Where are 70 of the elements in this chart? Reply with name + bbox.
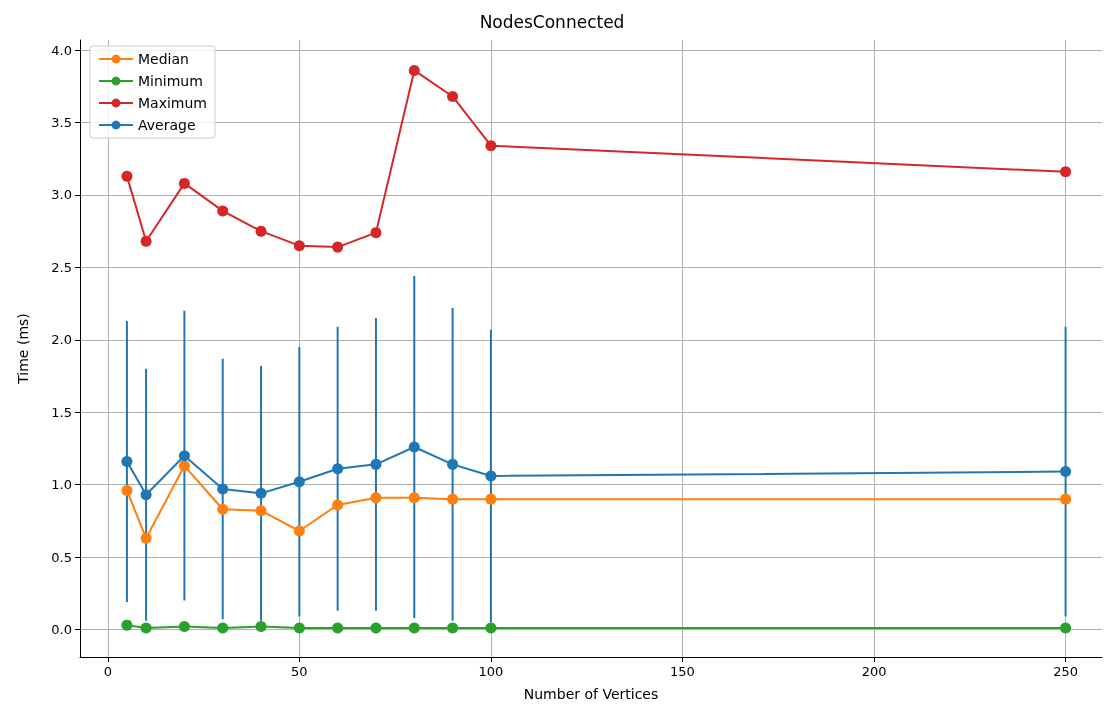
point xyxy=(121,455,133,467)
point xyxy=(140,532,152,544)
y-tick-label: 1.5 xyxy=(51,404,72,420)
chart-title: NodesConnected xyxy=(479,11,625,32)
point xyxy=(485,140,497,152)
point xyxy=(408,492,420,504)
x-tick-label: 200 xyxy=(861,664,887,679)
y-tick-label: 4.0 xyxy=(51,42,72,58)
point xyxy=(408,441,420,453)
point xyxy=(370,492,382,504)
y-tick-label: 2.5 xyxy=(51,259,72,275)
point xyxy=(217,503,229,515)
point xyxy=(293,476,305,488)
point xyxy=(332,622,344,634)
x-axis-title: Number of Vertices xyxy=(523,686,659,702)
point xyxy=(447,622,459,634)
y-tick-label: 1.0 xyxy=(51,477,72,493)
x-tick-label: 0 xyxy=(103,664,112,679)
point xyxy=(217,483,229,495)
point xyxy=(140,235,152,247)
legend-label: Average xyxy=(138,117,196,133)
point xyxy=(293,240,305,252)
point xyxy=(121,170,133,182)
y-axis-title: Time (ms) xyxy=(15,313,31,385)
point xyxy=(178,177,190,189)
point xyxy=(370,622,382,634)
point xyxy=(293,525,305,537)
point xyxy=(447,493,459,505)
legend-label: Minimum xyxy=(138,73,203,89)
x-tick-label: 150 xyxy=(670,664,695,679)
point xyxy=(447,90,459,102)
y-tick-label: 3.5 xyxy=(51,115,72,131)
legend-label: Maximum xyxy=(138,95,207,111)
x-tick-label: 50 xyxy=(291,664,308,679)
y-tick-label: 0.0 xyxy=(51,621,72,637)
point xyxy=(293,622,305,634)
x-tick-label: 100 xyxy=(478,664,504,679)
y-tick-label: 0.5 xyxy=(51,549,72,565)
x-tick-label: 250 xyxy=(1053,664,1079,679)
point xyxy=(178,450,190,462)
point xyxy=(178,460,190,472)
point xyxy=(255,505,267,517)
point xyxy=(140,622,152,634)
point xyxy=(121,484,133,496)
point xyxy=(485,622,497,634)
point xyxy=(408,622,420,634)
point xyxy=(1060,166,1072,178)
point xyxy=(121,619,133,631)
point xyxy=(485,470,497,482)
point xyxy=(1060,493,1072,505)
point xyxy=(178,621,190,633)
point xyxy=(217,205,229,217)
point xyxy=(408,64,420,76)
point xyxy=(255,621,267,633)
point xyxy=(1060,622,1072,634)
point xyxy=(332,241,344,253)
point xyxy=(255,225,267,237)
point xyxy=(332,499,344,511)
y-tick-label: 2.0 xyxy=(51,332,72,348)
point xyxy=(485,493,497,505)
point xyxy=(370,458,382,470)
point xyxy=(447,458,459,470)
point xyxy=(370,227,382,239)
point xyxy=(255,487,267,499)
point xyxy=(332,463,344,475)
point xyxy=(1060,466,1072,478)
point xyxy=(217,622,229,634)
y-tick-label: 3.0 xyxy=(51,187,72,203)
legend-label: Median xyxy=(138,51,189,67)
point xyxy=(140,489,152,501)
